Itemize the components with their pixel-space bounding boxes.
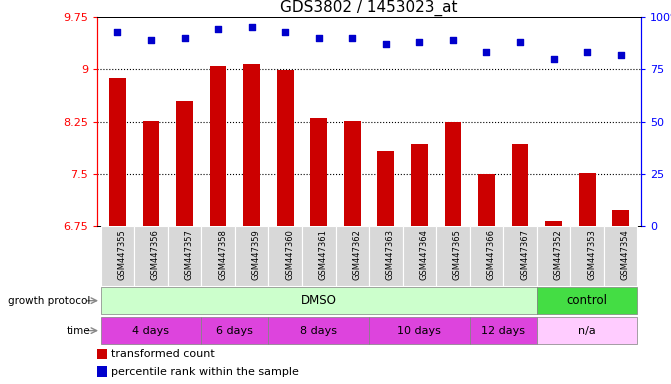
Text: growth protocol: growth protocol — [8, 296, 91, 306]
Bar — [344, 121, 361, 226]
Text: GSM447367: GSM447367 — [520, 229, 529, 280]
Text: GSM447357: GSM447357 — [185, 229, 193, 280]
Bar — [336, 226, 369, 286]
Point — [179, 35, 190, 41]
Point — [615, 51, 626, 58]
Bar — [243, 64, 260, 226]
Point — [347, 35, 358, 41]
Bar — [310, 118, 327, 226]
Point — [448, 37, 458, 43]
Bar — [302, 226, 336, 286]
Bar — [101, 226, 134, 286]
Bar — [369, 317, 470, 344]
Bar — [101, 317, 201, 344]
Bar — [268, 317, 369, 344]
Point — [380, 41, 391, 47]
Text: GSM447356: GSM447356 — [151, 229, 160, 280]
Bar — [97, 366, 107, 377]
Text: GSM447355: GSM447355 — [117, 229, 126, 280]
Bar — [478, 174, 495, 226]
Title: GDS3802 / 1453023_at: GDS3802 / 1453023_at — [280, 0, 458, 15]
Text: GSM447354: GSM447354 — [621, 229, 629, 280]
Text: time: time — [67, 326, 91, 336]
Bar — [209, 66, 227, 226]
Bar — [142, 121, 159, 226]
Bar — [512, 144, 529, 226]
Text: 6 days: 6 days — [217, 326, 253, 336]
Bar — [411, 144, 428, 226]
Bar — [403, 226, 436, 286]
Point — [313, 35, 324, 41]
Bar — [436, 226, 470, 286]
Point — [515, 39, 525, 45]
Bar — [545, 221, 562, 226]
Text: GSM447362: GSM447362 — [352, 229, 361, 280]
Bar — [277, 70, 294, 226]
Bar — [503, 226, 537, 286]
Text: GSM447352: GSM447352 — [554, 229, 562, 280]
Bar — [201, 317, 268, 344]
Point — [481, 50, 492, 56]
Bar — [168, 226, 201, 286]
Bar — [176, 101, 193, 226]
Point — [548, 56, 559, 62]
Text: 4 days: 4 days — [132, 326, 170, 336]
Bar — [612, 210, 629, 226]
Text: GSM447365: GSM447365 — [453, 229, 462, 280]
Point — [112, 28, 123, 35]
Text: GSM447358: GSM447358 — [218, 229, 227, 280]
Text: GSM447353: GSM447353 — [587, 229, 596, 280]
Bar — [134, 226, 168, 286]
Bar — [101, 287, 537, 314]
Text: 10 days: 10 days — [397, 326, 442, 336]
Bar — [537, 226, 570, 286]
Bar — [604, 226, 637, 286]
Point — [280, 28, 291, 35]
Bar — [201, 226, 235, 286]
Text: GSM447366: GSM447366 — [486, 229, 495, 280]
Bar — [109, 78, 125, 226]
Bar — [377, 151, 394, 226]
Text: transformed count: transformed count — [111, 349, 215, 359]
Text: 8 days: 8 days — [300, 326, 338, 336]
Bar — [268, 226, 302, 286]
Text: GSM447363: GSM447363 — [386, 229, 395, 280]
Point — [414, 39, 425, 45]
Text: GSM447364: GSM447364 — [419, 229, 428, 280]
Bar — [470, 317, 537, 344]
Point — [246, 24, 257, 30]
Text: 12 days: 12 days — [481, 326, 525, 336]
Bar — [235, 226, 268, 286]
Text: GSM447359: GSM447359 — [252, 229, 260, 280]
Bar — [579, 173, 596, 226]
Bar — [369, 226, 403, 286]
Bar — [445, 122, 462, 226]
Text: DMSO: DMSO — [301, 294, 337, 307]
Point — [582, 50, 592, 56]
Text: percentile rank within the sample: percentile rank within the sample — [111, 366, 299, 377]
Bar — [537, 287, 637, 314]
Bar — [570, 226, 604, 286]
Bar — [470, 226, 503, 286]
Bar — [537, 317, 637, 344]
Bar — [97, 349, 107, 359]
Text: GSM447361: GSM447361 — [319, 229, 327, 280]
Text: n/a: n/a — [578, 326, 596, 336]
Text: GSM447360: GSM447360 — [285, 229, 294, 280]
Point — [213, 26, 223, 33]
Point — [146, 37, 156, 43]
Text: control: control — [566, 294, 608, 307]
